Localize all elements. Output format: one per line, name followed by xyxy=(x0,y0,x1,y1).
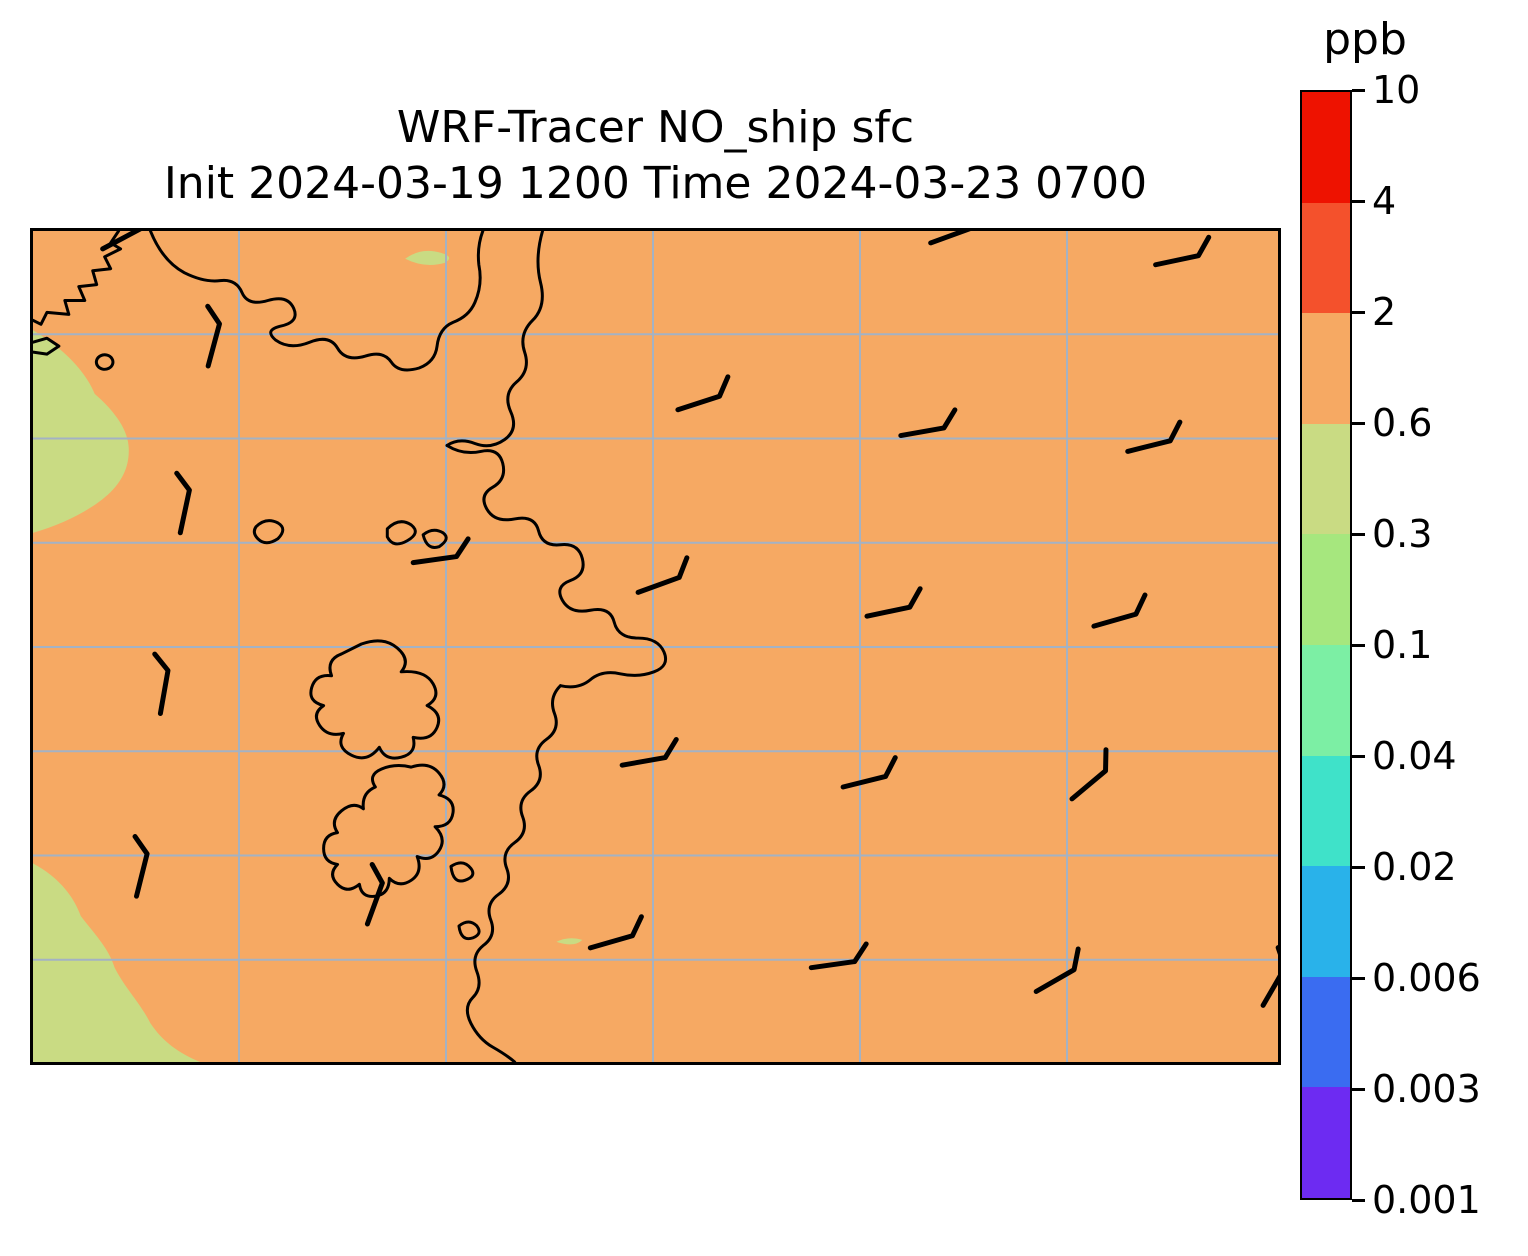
wind-barb-icon xyxy=(1153,234,1212,268)
wind-barb-icon xyxy=(1091,592,1148,629)
colorbar-tick-mark xyxy=(1352,865,1365,869)
wind-barb-icon xyxy=(808,941,869,971)
coastline xyxy=(94,353,115,371)
wind-barb-icon xyxy=(100,231,149,252)
colorbar-tick-label: 0.001 xyxy=(1372,1178,1481,1222)
colorbar-tick-mark xyxy=(1352,88,1365,92)
colorbar-segment xyxy=(1302,92,1350,203)
wind-barb-icon xyxy=(364,861,385,927)
coastline xyxy=(449,861,475,883)
colorbar-tick-mark xyxy=(1352,421,1365,425)
coastline xyxy=(322,763,455,898)
colorbar-segment xyxy=(1302,534,1350,645)
colorbar-tick-label: 0.6 xyxy=(1372,401,1433,445)
colorbar-segment xyxy=(1302,202,1350,314)
colorbar-tick-label: 0.003 xyxy=(1372,1067,1481,1111)
chart-subtitle: Init 2024-03-19 1200 Time 2024-03-23 070… xyxy=(163,158,1148,209)
coastline xyxy=(421,528,448,549)
coastline xyxy=(385,520,417,546)
coastline xyxy=(33,336,61,356)
colorbar-tick-label: 0.3 xyxy=(1372,512,1433,556)
map-canvas xyxy=(33,231,1278,1062)
wind-barb-icon xyxy=(1069,747,1109,802)
concentration-fill-low-band xyxy=(33,863,201,1062)
wind-barb-icon xyxy=(635,555,690,595)
chart-title: WRF-Tracer NO_ship sfc xyxy=(396,102,915,153)
colorbar-tick-mark xyxy=(1352,1087,1365,1091)
coastline xyxy=(309,639,441,760)
wind-barb-icon xyxy=(675,374,731,413)
wind-barb-icon xyxy=(1125,419,1183,454)
colorbar-tick-label: 2 xyxy=(1372,290,1397,334)
colorbar-segment xyxy=(1302,644,1350,756)
wind-barb-icon xyxy=(840,755,898,790)
colorbar-segment xyxy=(1302,1087,1350,1198)
coastline xyxy=(33,231,123,326)
colorbar-segment xyxy=(1302,755,1350,867)
wind-barb-icon xyxy=(174,470,192,536)
wind-barb-icon xyxy=(205,303,222,369)
colorbar-tick-mark xyxy=(1352,754,1365,758)
colorbar-tick-label: 0.1 xyxy=(1372,623,1433,667)
concentration-fill-low-band xyxy=(405,250,450,266)
colorbar-tick-label: 0.02 xyxy=(1372,845,1457,889)
colorbar-tick-mark xyxy=(1352,643,1365,647)
wind-barb-icon xyxy=(132,833,150,899)
coastline xyxy=(445,231,545,448)
wind-barb-icon xyxy=(1033,946,1081,994)
colorbar-tick-area: 10 4 2 0.6 0.3 0.1 0.04 0.02 0.006 0.003 0.001 xyxy=(1352,68,1528,1222)
wind-barb-icon xyxy=(864,586,923,619)
concentration-fill-low-band xyxy=(33,330,129,533)
map-plot-area xyxy=(30,228,1281,1065)
colorbar-tick-mark xyxy=(1352,532,1365,536)
coastline xyxy=(457,920,481,941)
colorbar-tick-mark xyxy=(1352,199,1365,203)
wind-barb-icon xyxy=(410,536,471,566)
colorbar-tick-mark xyxy=(1352,1198,1365,1202)
colorbar xyxy=(1300,90,1352,1200)
colorbar-tick-label: 0.006 xyxy=(1372,956,1481,1000)
coastline xyxy=(148,231,485,372)
coastline xyxy=(252,519,285,545)
wind-barb-icon xyxy=(587,914,644,951)
wind-barb-icon xyxy=(898,407,958,439)
chart-title-block: WRF-Tracer NO_ship sfc Init 2024-03-19 1… xyxy=(30,100,1281,212)
colorbar-segment xyxy=(1302,976,1350,1088)
colorbar-segment xyxy=(1302,423,1350,535)
wind-barb-icon xyxy=(1260,945,1278,1008)
concentration-fill-low-band xyxy=(556,938,583,945)
wind-barb-icon xyxy=(152,651,171,716)
wind-barb-icon xyxy=(619,737,679,768)
colorbar-units-label: ppb xyxy=(1323,14,1407,65)
colorbar-tick-label: 10 xyxy=(1372,68,1421,112)
colorbar-tick-label: 4 xyxy=(1372,179,1397,223)
colorbar-segment xyxy=(1302,313,1350,424)
coastline xyxy=(465,684,562,1062)
colorbar-tick-mark xyxy=(1352,976,1365,980)
colorbar-segment xyxy=(1302,866,1350,977)
wind-barb-icon xyxy=(928,231,982,246)
colorbar-tick-label: 0.04 xyxy=(1372,734,1457,778)
coastline xyxy=(445,443,668,689)
colorbar-tick-mark xyxy=(1352,310,1365,314)
